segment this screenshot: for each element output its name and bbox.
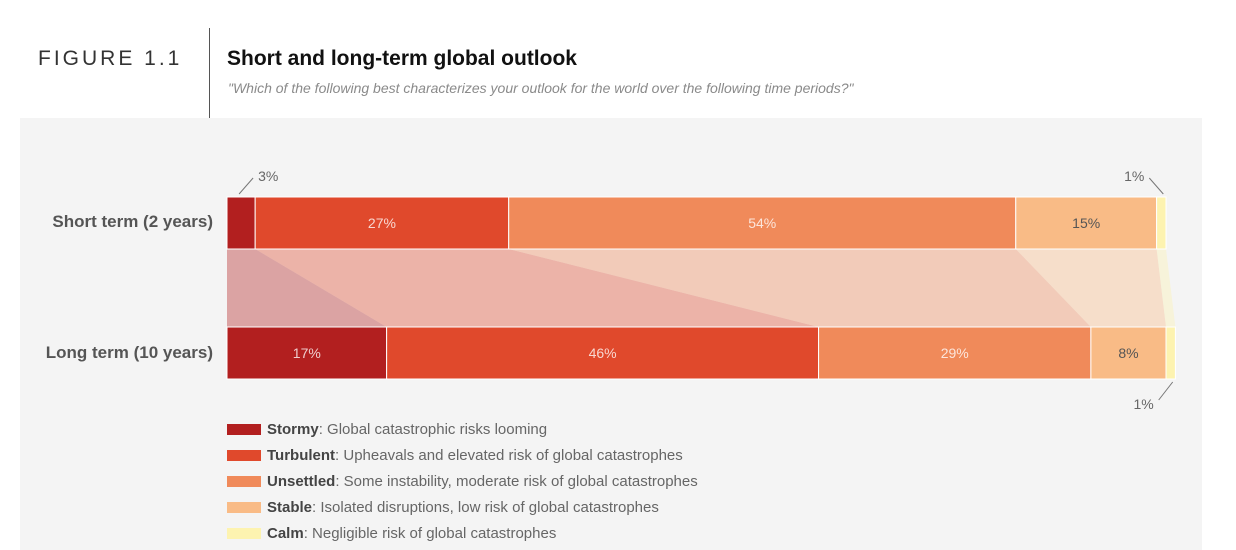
row-label-short-term: Short term (2 years) [52,212,213,231]
legend-name: Unsettled [267,472,336,490]
legend-item-calm: Calm: Negligible risk of global catastro… [227,520,698,546]
bar-long-term-calm [1165,326,1176,380]
chart-title: Short and long-term global outlook [227,47,577,70]
data-label-short-term-stable: 15% [1072,215,1100,231]
legend-item-stable: Stable: Isolated disruptions, low risk o… [227,494,698,520]
legend: Stormy: Global catastrophic risks loomin… [227,416,698,546]
data-label-long-term-turbulent: 46% [589,345,617,361]
figure-label: FIGURE 1.1 [38,47,183,70]
bar-short-term-turbulent [254,196,510,250]
legend-swatch-stormy [227,423,261,435]
bar-long-term-stormy [226,326,388,380]
callout-line-short-term-stormy [238,177,254,195]
connector-band-stable [1015,249,1166,327]
legend-desc: : Negligible risk of global catastrophes [303,524,557,542]
bar-long-term-turbulent [386,326,820,380]
legend-desc: : Some instability, moderate risk of glo… [335,472,698,490]
data-label-short-term-stormy: 3% [258,168,278,184]
bar-long-term-unsettled [818,326,1092,380]
data-label-short-term-turbulent: 27% [368,215,396,231]
legend-item-turbulent: Turbulent: Upheavals and elevated risk o… [227,442,698,468]
legend-name: Calm [267,524,304,542]
data-label-long-term-calm: 1% [1133,396,1153,412]
legend-swatch-turbulent [227,449,261,461]
data-label-short-term-calm: 1% [1124,168,1144,184]
legend-name: Turbulent [267,446,336,464]
data-label-long-term-unsettled: 29% [941,345,969,361]
legend-item-unsettled: Unsettled: Some instability, moderate ri… [227,468,698,494]
connector-band-stormy [227,249,387,327]
data-label-short-term-unsettled: 54% [748,215,776,231]
legend-desc: : Upheavals and elevated risk of global … [335,446,683,464]
data-label-long-term-stormy: 17% [293,345,321,361]
connector-band-calm [1156,249,1176,327]
bar-short-term-stable [1015,196,1158,250]
legend-desc: : Isolated disruptions, low risk of glob… [312,498,659,516]
header-divider [209,28,210,118]
bar-short-term-unsettled [508,196,1017,250]
bar-short-term-calm [1156,196,1167,250]
bar-short-term-stormy [226,196,256,250]
connector-band-turbulent [255,249,819,327]
legend-name: Stormy [267,420,319,438]
legend-swatch-unsettled [227,475,261,487]
callout-line-short-term-calm [1148,177,1164,195]
legend-name: Stable [267,498,313,516]
data-label-long-term-stable: 8% [1118,345,1138,361]
row-label-long-term: Long term (10 years) [45,343,213,362]
legend-swatch-calm [227,527,261,539]
chart-subtitle: "Which of the following best characteriz… [228,80,854,96]
connector-band-unsettled [508,249,1091,327]
legend-swatch-stable [227,501,261,513]
legend-desc: : Global catastrophic risks looming [318,420,548,438]
legend-item-stormy: Stormy: Global catastrophic risks loomin… [227,416,698,442]
callout-line-long-term-calm [1158,381,1174,401]
bar-long-term-stable [1090,326,1167,380]
